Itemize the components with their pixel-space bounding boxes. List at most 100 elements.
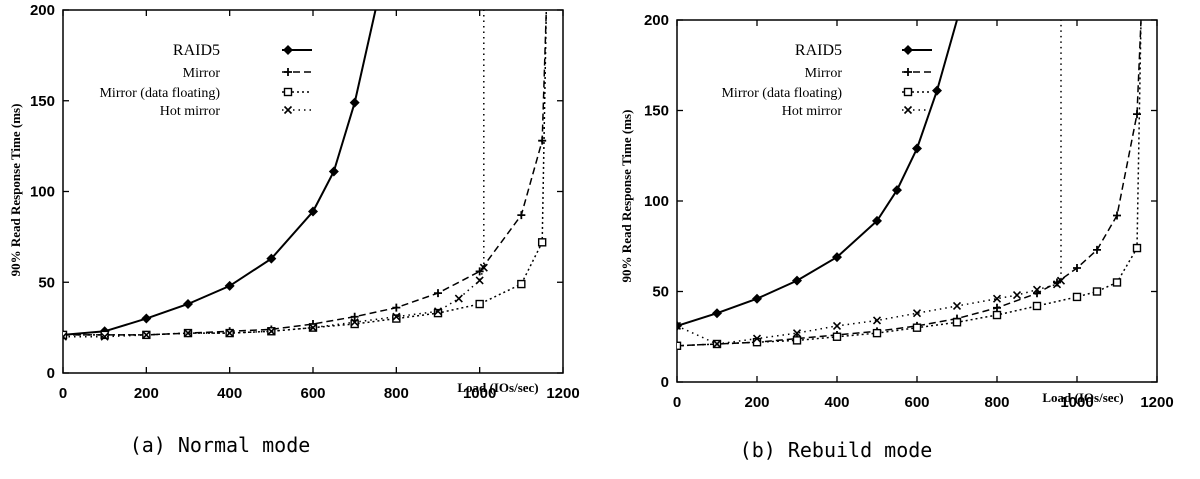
plot-area	[63, 10, 548, 341]
y-axis-label: 90% Read Response Time (ms)	[8, 104, 23, 277]
data-point-mirror-data-floating	[912, 323, 922, 332]
data-point-hot-mirror	[952, 301, 962, 311]
data-point-mirror-data-floating	[992, 310, 1002, 320]
data-point-hot-mirror	[912, 309, 922, 318]
data-point-hot-mirror	[308, 323, 318, 332]
data-point-mirror	[1073, 263, 1081, 272]
data-point-mirror-data-floating	[752, 337, 762, 347]
data-point-hot-mirror	[350, 318, 359, 327]
legend-marker-raid5	[903, 45, 913, 55]
legend-marker-mirror-data-floating	[903, 87, 913, 97]
data-point-mirror	[392, 303, 401, 312]
data-point-mirror-data-floating	[832, 332, 842, 341]
x-tick-label: 200	[744, 394, 769, 411]
legend-label-mirror-data-floating: Mirror (data floating)	[99, 86, 220, 101]
y-axis-label: 90% Read Response Time (ms)	[619, 110, 634, 283]
data-point-raid5	[183, 299, 193, 310]
data-point-mirror	[1093, 245, 1101, 254]
series-line-mirror	[677, 20, 1142, 347]
x-tick-label: 400	[217, 385, 242, 402]
plot-frame	[62, 9, 564, 374]
data-point-hot-mirror	[1032, 285, 1042, 294]
y-tick-label: 0	[47, 365, 55, 382]
legend-label-mirror-data-floating: Mirror (data floating)	[721, 86, 842, 101]
data-point-mirror	[434, 289, 442, 298]
series-line-raid5	[677, 20, 958, 327]
data-point-mirror-data-floating	[677, 341, 682, 350]
y-tick-label: 200	[30, 2, 55, 19]
data-point-mirror-data-floating	[1132, 243, 1142, 253]
y-tick-label: 100	[644, 193, 669, 210]
data-point-raid5	[224, 280, 235, 291]
data-point-mirror-data-floating	[1072, 292, 1082, 302]
data-point-hot-mirror	[63, 332, 68, 341]
y-tick-label: 50	[652, 284, 669, 301]
y-tick-label: 0	[661, 374, 669, 391]
data-point-hot-mirror	[712, 339, 722, 349]
caption-normal-mode: (a) Normal mode	[130, 433, 311, 457]
data-point-hot-mirror	[475, 276, 484, 285]
x-tick-label: 1200	[546, 385, 579, 402]
series-hot-mirror	[677, 20, 1066, 349]
data-point-mirror	[350, 312, 359, 321]
data-point-hot-mirror	[752, 334, 762, 343]
data-point-hot-mirror	[183, 329, 193, 338]
legend-label-hot-mirror: Hot mirror	[782, 104, 843, 119]
data-point-hot-mirror	[992, 294, 1002, 303]
data-point-mirror-data-floating	[1112, 278, 1122, 287]
data-point-mirror-data-floating	[100, 330, 109, 340]
y-tick-label: 150	[644, 103, 669, 120]
y-tick-label: 100	[30, 184, 55, 201]
data-point-mirror-data-floating	[1092, 287, 1102, 296]
data-point-raid5	[266, 253, 277, 264]
x-tick-label: 0	[59, 385, 67, 402]
data-point-raid5	[752, 293, 762, 304]
data-point-raid5	[308, 206, 318, 217]
data-point-mirror	[1113, 211, 1121, 220]
x-axis-label: Load (IOs/sec)	[1042, 390, 1123, 405]
x-tick-label: 1000	[463, 385, 496, 402]
x-tick-label: 0	[673, 394, 681, 411]
data-point-raid5	[832, 252, 842, 263]
x-tick-label: 800	[984, 394, 1009, 411]
data-point-mirror-data-floating	[537, 238, 547, 247]
data-point-mirror-data-floating	[872, 328, 882, 338]
series-mirror	[677, 20, 1142, 350]
y-tick-label: 150	[30, 93, 55, 110]
x-tick-label: 600	[904, 394, 929, 411]
series-raid5	[63, 10, 377, 340]
legend-marker-mirror	[284, 68, 292, 76]
data-point-hot-mirror	[100, 332, 109, 341]
series-hot-mirror	[63, 10, 488, 341]
series-mirror-data-floating	[677, 20, 1142, 350]
x-tick-label: 1000	[1060, 394, 1093, 411]
chart-rebuild-mode: 0 200 400 600 800 1000 1200 0 50 100 150 200 Load (I…	[619, 12, 1174, 411]
legend: RAID5 Mirror Mirror (data floating) Hot mir…	[721, 42, 932, 119]
legend-label-raid5: RAID5	[795, 42, 842, 59]
series-mirror	[63, 10, 548, 339]
legend-marker-hot-mirror	[283, 105, 293, 115]
data-point-hot-mirror	[433, 307, 443, 316]
x-tick-label: 1200	[1140, 394, 1173, 411]
chart-normal-mode: 0 200 400 600 800 1000 1200 0 50 100 150 200 Load (I…	[8, 2, 580, 402]
data-point-raid5	[892, 185, 902, 196]
data-point-mirror-data-floating	[1032, 301, 1042, 311]
series-line-hot-mirror	[677, 20, 1062, 345]
data-point-hot-mirror	[267, 327, 276, 336]
data-point-mirror-data-floating	[792, 336, 802, 345]
data-point-hot-mirror	[142, 330, 151, 339]
data-point-raid5	[872, 215, 882, 226]
x-tick-label: 800	[384, 385, 409, 402]
data-point-raid5	[912, 143, 922, 154]
x-axis-label: Load (IOs/sec)	[457, 380, 538, 395]
data-point-hot-mirror	[1012, 291, 1022, 300]
data-point-mirror-data-floating	[392, 314, 401, 323]
data-point-hot-mirror	[832, 321, 842, 330]
data-point-hot-mirror	[392, 312, 401, 321]
data-point-hot-mirror	[792, 329, 802, 338]
legend-marker-raid5	[283, 45, 293, 55]
data-point-raid5	[712, 308, 722, 319]
data-point-mirror	[993, 303, 1001, 312]
x-tick-label: 200	[134, 385, 159, 402]
